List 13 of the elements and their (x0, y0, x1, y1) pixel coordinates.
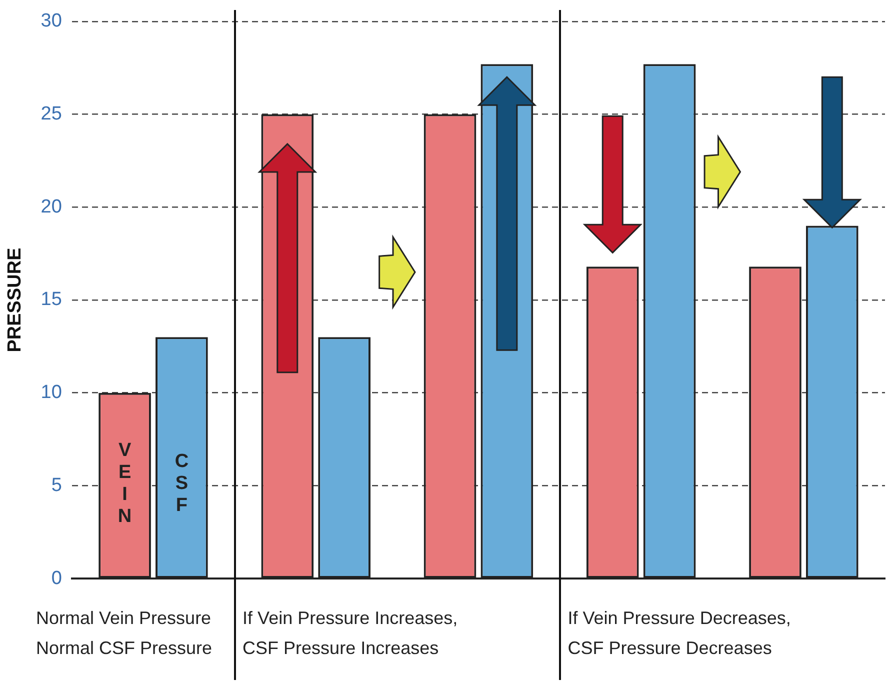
y-tick-label: 0 (51, 568, 62, 589)
y-tick-label: 25 (40, 104, 62, 124)
series-label: CSF (174, 450, 189, 516)
series-label: VEIN (118, 440, 132, 527)
y-tick-label: 15 (40, 289, 62, 310)
y-axis-title: PRESSURE (4, 248, 26, 352)
y-tick-label: 5 (51, 474, 62, 496)
y-tick-label: 20 (40, 196, 62, 218)
y-tick-label: 10 (40, 382, 62, 404)
text: If Vein Pressure Decreases, CSF Pressure Decreases (566, 607, 792, 660)
text: Normal Vein Pressure Normal CSF Pressure (35, 607, 214, 660)
text: If Vein Pressure Increases, CSF Pressure Increases (242, 607, 459, 660)
y-tick-label: 30 (40, 10, 62, 32)
